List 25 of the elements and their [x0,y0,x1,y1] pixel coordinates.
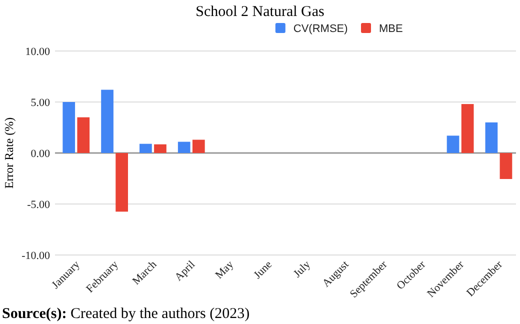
x-tick-label: July [291,258,314,280]
source-note: Source(s): Created by the authors (2023) [2,306,250,322]
y-axis-title: Error Rate (%) [2,117,16,189]
legend-label: MBE [379,23,403,35]
y-tick-label: -5.00 [27,199,50,211]
bar [62,102,76,153]
y-tick-label: 10.00 [25,46,50,58]
y-tick-label: -10.00 [22,250,50,262]
bar [116,153,128,212]
bar [446,136,460,153]
bar [140,144,152,153]
legend-label: CV(RMSE) [293,23,348,35]
bar [154,144,166,153]
bar [77,117,90,153]
bar [461,104,474,153]
x-tick-label: June [252,258,274,282]
bar [101,90,114,153]
x-tick-label: May [213,258,236,282]
bar [500,153,512,180]
bar [178,142,190,153]
bar [192,140,205,153]
chart-title: School 2 Natural Gas [196,4,325,20]
y-tick-label: 5.00 [30,97,50,109]
bar [485,122,498,153]
y-tick-label: 0.00 [30,148,50,160]
